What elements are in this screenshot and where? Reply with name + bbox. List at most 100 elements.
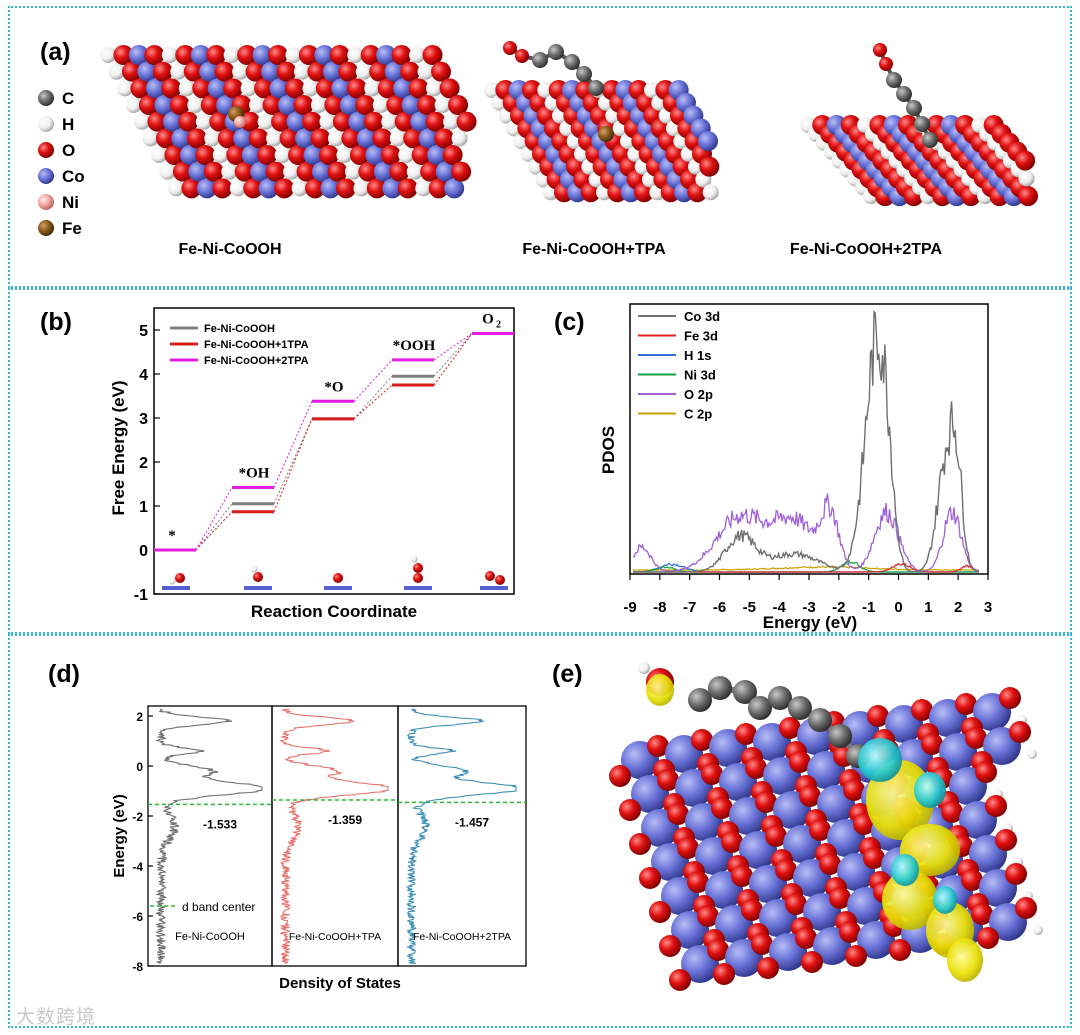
slab1-atom: [428, 178, 449, 199]
slab1-atom: [384, 61, 405, 82]
slab1-atom: [434, 97, 451, 113]
slab1-atom: [302, 111, 322, 132]
legend-atom-fe: [38, 220, 54, 236]
slab1-atom: [147, 111, 168, 132]
chart-d-legend: d band center: [150, 900, 255, 914]
chart-b-adsorbate-icons: [162, 555, 508, 590]
slab1-atom: [169, 95, 190, 115]
c-xtick-label: -4: [772, 599, 786, 616]
slab1-atom: [346, 78, 367, 99]
chart-c-x-axis: -9 -8 -7 -6 -5 -4 -3 -2 -1 0 1 2 3: [623, 574, 992, 616]
b-step-label-sub: 2: [496, 320, 501, 331]
slab1-atom: [125, 97, 142, 113]
slab2-atom: [537, 82, 554, 98]
slab1-atom: [380, 145, 401, 165]
legend-atom-c: [38, 90, 54, 106]
c-legend-label: Fe 3d: [684, 329, 718, 344]
b-step-label: *O: [324, 379, 343, 395]
slab1-atom: [214, 61, 235, 82]
e-o-atom: [985, 795, 1007, 817]
slab1-atom: [298, 45, 319, 65]
legend-atom-label: H: [62, 115, 74, 134]
e-o-atom: [995, 829, 1017, 851]
slab1-atom: [307, 61, 328, 82]
e-o-atom: [659, 935, 681, 957]
e-o-atom: [789, 751, 811, 773]
e-c-atom: [828, 724, 852, 748]
e-charge-accumulation: [882, 870, 938, 930]
slab1-atom: [178, 80, 195, 97]
slab1-atom: [353, 180, 370, 197]
slab1-atom: [142, 130, 159, 147]
chart-b-step-labels: * *OH *O *OOH O 2: [168, 312, 501, 544]
chart-d-ylabel: Energy (eV): [111, 794, 128, 877]
b-connector: [195, 511, 233, 551]
slab1-atom: [159, 163, 176, 180]
slab1-atom: [134, 113, 150, 130]
legend-atom-o: [38, 142, 54, 158]
e-o-atom: [1015, 897, 1037, 919]
slab1-atom: [320, 178, 341, 199]
slab1-atom: [329, 45, 350, 65]
slab1-atom: [403, 128, 424, 149]
chart-c-curves: [632, 309, 980, 573]
chart-b-levels: [154, 332, 514, 552]
slab1-atom: [369, 61, 390, 82]
slab2-atom: [644, 82, 660, 98]
slab1-atom: [324, 95, 345, 115]
e-o-atom: [741, 899, 763, 921]
e-charge-accumulation: [646, 674, 674, 706]
legend-atom-label: Ni: [62, 193, 79, 212]
chart-c-legend: Co 3d Fe 3d H 1s Ni 3d O 2p C 2p: [638, 309, 720, 422]
e-o-atom: [921, 733, 943, 755]
e-o-atom: [785, 893, 807, 915]
slab3-atom: [1018, 186, 1038, 207]
slab1-atom: [199, 61, 220, 82]
b-mol-atom: [333, 573, 343, 583]
tpa-atom: [576, 66, 592, 82]
c-legend-label: Ni 3d: [684, 368, 716, 383]
slab1-atom: [394, 111, 415, 132]
e-o-atom: [809, 819, 831, 841]
d-ytick-label: -4: [132, 860, 143, 874]
slab1-atom: [223, 78, 244, 99]
e-o-atom: [755, 791, 777, 813]
slab1-atom: [162, 111, 183, 132]
slab1-atom: [365, 145, 386, 165]
slab1-atom: [410, 111, 431, 132]
b-legend-label: Fe-Ni-CoOOH+1TPA: [204, 339, 309, 351]
slab1-atom: [382, 178, 403, 199]
d-dos-curve: [154, 708, 263, 964]
slab1-atom: [232, 63, 249, 80]
c-xtick-label: 1: [924, 599, 932, 616]
slab1-atom: [178, 111, 199, 132]
slab1-atom: [443, 113, 460, 130]
tpa-atom: [588, 80, 604, 96]
slab1-atom: [397, 178, 418, 199]
slab1-atom: [331, 78, 352, 99]
chart-c-ylabel: PDOS: [599, 426, 618, 474]
chart-c-xlabel: Energy (eV): [763, 613, 857, 632]
panel-bc-frame: [8, 288, 1072, 634]
b-connector: [273, 418, 313, 512]
slab1-atom: [398, 147, 415, 163]
panel-label-e: (e): [552, 660, 583, 688]
e-o-atom: [677, 837, 699, 859]
slab1-atom: [431, 61, 452, 82]
slab1-atom: [144, 45, 165, 65]
e-o-atom: [713, 963, 735, 985]
e-o-atom: [707, 939, 729, 961]
slab1-atom: [257, 113, 274, 130]
slab1-atom: [417, 63, 434, 80]
slab1-atom: [154, 95, 175, 115]
b-surface-icon: [404, 586, 432, 590]
chart-b-ylabel: Free Energy (eV): [109, 380, 128, 515]
b-step-label: *OOH: [393, 338, 436, 354]
e-charge-depletion: [858, 738, 902, 782]
chart-d-y-axis: 2 0 -2 -4 -6 -8: [132, 710, 153, 974]
slab1-atom: [305, 178, 326, 199]
b-mol-atom: [413, 573, 423, 583]
slab1-atom: [389, 161, 410, 182]
d-subpanel-caption: Fe-Ni-CoOOH: [175, 931, 245, 943]
b-step-label: *OH: [239, 466, 270, 482]
